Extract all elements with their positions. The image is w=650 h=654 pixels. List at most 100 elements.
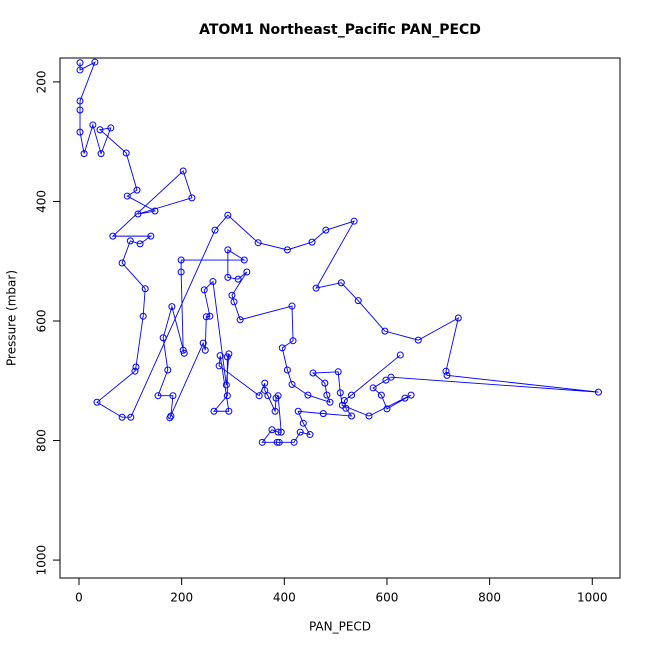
data-point — [254, 239, 262, 247]
data-point — [322, 226, 330, 234]
data-point — [258, 438, 266, 446]
data-point — [147, 232, 155, 240]
data-point — [123, 192, 131, 200]
data-point — [323, 391, 331, 399]
data-point — [141, 285, 149, 293]
data-point — [211, 226, 219, 234]
data-point — [283, 246, 291, 254]
data-point — [261, 386, 269, 394]
data-point — [97, 150, 105, 158]
data-point — [118, 413, 126, 421]
data-point — [223, 392, 231, 400]
data-point — [139, 312, 147, 320]
data-point — [296, 428, 304, 436]
data-point — [304, 391, 312, 399]
data-point — [180, 349, 188, 357]
data-point — [118, 259, 126, 267]
data-point — [283, 366, 291, 374]
data-point — [443, 371, 451, 379]
data-point — [127, 413, 135, 421]
data-point — [348, 391, 356, 399]
data-point — [383, 405, 391, 413]
data-point — [224, 211, 232, 219]
data-point — [209, 278, 217, 286]
data-point — [309, 369, 317, 377]
x-axis-label: PAN_PECD — [309, 620, 371, 634]
data-point — [96, 126, 104, 134]
data-point — [288, 380, 296, 388]
data-point — [340, 396, 348, 404]
data-point — [377, 391, 385, 399]
data-point — [414, 336, 422, 344]
data-point — [91, 58, 99, 66]
x-tick-label: 0 — [75, 591, 83, 605]
data-point — [273, 438, 281, 446]
x-tick-label: 200 — [170, 591, 193, 605]
data-point — [350, 217, 358, 225]
data-point — [228, 291, 236, 299]
data-point — [164, 366, 172, 374]
data-point — [594, 388, 602, 396]
data-point — [177, 256, 185, 264]
data-point — [200, 286, 208, 294]
y-tick-label: 1000 — [35, 545, 49, 576]
data-point — [206, 312, 214, 320]
data-point — [261, 379, 269, 387]
data-point — [122, 149, 130, 157]
data-point — [264, 392, 272, 400]
data-point — [230, 298, 238, 306]
data-point — [442, 367, 450, 375]
data-point — [381, 327, 389, 335]
data-point — [169, 392, 177, 400]
x-tick-label: 800 — [478, 591, 501, 605]
data-point — [76, 97, 84, 105]
data-point — [289, 337, 297, 345]
data-point — [80, 150, 88, 158]
data-point — [278, 344, 286, 352]
data-point — [159, 334, 167, 342]
data-point — [290, 438, 298, 446]
data-point — [76, 66, 84, 74]
data-point — [93, 398, 101, 406]
data-point — [396, 351, 404, 359]
data-point — [177, 268, 185, 276]
data-point — [179, 346, 187, 354]
data-point — [89, 121, 97, 129]
data-point — [275, 438, 283, 446]
data-point — [223, 353, 231, 361]
data-point — [312, 284, 320, 292]
data-point — [348, 412, 356, 420]
data-point — [308, 238, 316, 246]
data-point — [201, 346, 209, 354]
data-point — [166, 414, 174, 422]
y-tick-label: 200 — [35, 70, 49, 93]
data-point — [365, 412, 373, 420]
data-point — [271, 407, 279, 415]
x-tick-label: 400 — [273, 591, 296, 605]
data-point — [224, 246, 232, 254]
data-point — [321, 379, 329, 387]
data-point — [334, 368, 342, 376]
data-point — [225, 407, 233, 415]
data-point — [294, 407, 302, 415]
data-point — [236, 316, 244, 324]
x-tick-label: 1000 — [577, 591, 608, 605]
data-point — [240, 256, 248, 264]
data-point — [133, 186, 141, 194]
data-point — [134, 210, 142, 218]
data-point — [210, 407, 218, 415]
data-point — [255, 392, 263, 400]
data-point — [382, 376, 390, 384]
data-point — [337, 279, 345, 287]
y-tick-label: 400 — [35, 190, 49, 213]
data-point — [299, 419, 307, 427]
data-point — [132, 363, 140, 371]
data-point — [288, 302, 296, 310]
data-point — [151, 207, 159, 215]
data-point — [199, 339, 207, 347]
data-point — [76, 128, 84, 136]
data-point — [188, 194, 196, 202]
data-point — [224, 273, 232, 281]
